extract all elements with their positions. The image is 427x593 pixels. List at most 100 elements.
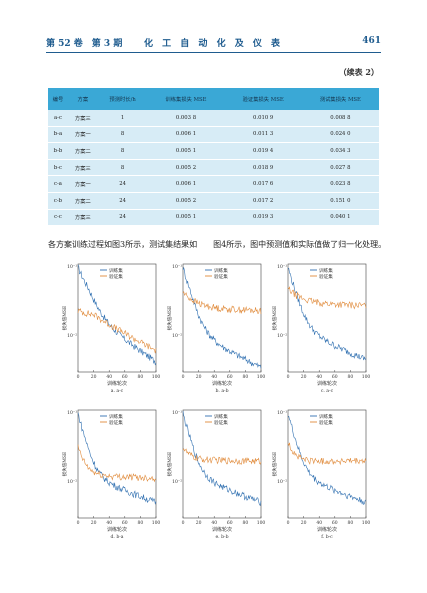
chart-caption: c. a-c: [321, 389, 334, 394]
x-tick-label: 80: [138, 374, 144, 380]
table-cell: 8: [97, 159, 148, 177]
plot-frame: [77, 409, 157, 519]
table-cell: 0.019 3: [224, 209, 302, 227]
table-cell: 0.017 6: [224, 175, 302, 193]
chart-svg: 10⁻¹ 10⁻² 损失值MSE 0 20 40 60 80 100 训练轮次 c. a-c 训练集验…: [271, 263, 370, 394]
x-tick-label: 60: [332, 520, 338, 526]
series-line-train: [287, 267, 367, 361]
y-tick-label-mid: 10⁻²: [277, 479, 287, 485]
x-tick-label: 40: [106, 374, 112, 380]
results-table: 编号 方案 预测时长/h 训练集损失 MSE 验证集损失 MSE 测试集损失 M…: [48, 88, 379, 227]
chart-caption: a. a-c: [111, 389, 124, 394]
table-cell: 0.027 8: [301, 159, 379, 177]
y-tick-label-top: 10⁻¹: [172, 410, 182, 416]
legend-label-train: 训练集: [319, 267, 333, 274]
table-cell: 0.011 3: [224, 126, 302, 144]
x-axis-label: 训练轮次: [317, 526, 337, 533]
table-cell: 0.005 2: [147, 159, 225, 177]
x-tick-label: 0: [287, 520, 290, 526]
x-tick-label: 60: [122, 520, 128, 526]
plot-frame: [287, 263, 367, 373]
series-line-val: [77, 444, 157, 483]
x-tick-label: 20: [196, 520, 202, 526]
x-tick-label: 100: [362, 520, 370, 526]
table-cell: 0.023 8: [301, 175, 379, 193]
x-tick-label: 40: [316, 374, 322, 380]
table-cell: 方案三: [67, 209, 98, 227]
plot-frame: [182, 263, 262, 373]
table-cell: b-b: [48, 142, 68, 160]
x-tick-label: 40: [106, 520, 112, 526]
x-tick-label: 20: [301, 520, 307, 526]
x-tick-label: 0: [77, 374, 80, 380]
table-row: b-a 方案一 8 0.006 1 0.011 3 0.024 0: [48, 126, 379, 144]
table-cell: 0.005 1: [147, 209, 225, 227]
header-rule: [46, 52, 381, 53]
y-tick-label-mid: 10⁻²: [277, 333, 287, 339]
table-cell: a-c: [48, 110, 68, 127]
x-tick-label: 100: [362, 374, 370, 380]
journal-name: 化 工 自 动 化 及 仪 表: [144, 39, 283, 49]
table-row: b-b 方案二 8 0.005 1 0.019 4 0.034 3: [48, 142, 379, 160]
y-tick-label-mid: 10⁻²: [67, 479, 77, 485]
volume-issue: 第 52 卷 第 3 期: [46, 39, 123, 49]
col-header-scheme: 方案: [67, 88, 98, 110]
y-axis-label: 损失值MSE: [166, 452, 173, 476]
legend-label-val: 验证集: [109, 419, 123, 426]
x-tick-label: 80: [348, 374, 354, 380]
chart-caption: e. b-b: [215, 534, 228, 540]
x-tick-label: 60: [122, 374, 128, 380]
table-cell: 24: [97, 209, 148, 227]
legend-label-train: 训练集: [109, 267, 123, 274]
running-header: 第 52 卷 第 3 期 化 工 自 动 化 及 仪 表 461: [46, 36, 381, 52]
table-cell: 方案三: [67, 159, 98, 177]
series-line-train: [77, 412, 157, 505]
x-tick-label: 20: [196, 374, 202, 380]
table-cell: 方案二: [67, 192, 98, 210]
table-cell: 方案一: [67, 175, 98, 193]
y-axis-label: 损失值MSE: [271, 452, 278, 476]
x-axis-label: 训练轮次: [212, 526, 232, 533]
table-cell: 24: [97, 192, 148, 210]
x-tick-label: 40: [211, 374, 217, 380]
plot-frame: [182, 409, 262, 519]
chart-svg: 10⁻¹ 10⁻² 损失值MSE 0 20 40 60 80 100 训练轮次 a. a-c 训练集验…: [61, 263, 160, 394]
chart-caption: d. b-a: [110, 534, 123, 540]
loss-chart-b: 10⁻¹ 10⁻² 损失值MSE 0 20 40 60 80 100 训练轮次 b. a-b 训练集验…: [165, 260, 265, 405]
chart-caption: b. a-b: [215, 388, 228, 394]
table-cell: c-b: [48, 192, 68, 210]
table-body: a-c 方案三 1 0.003 8 0.010 9 0.008 8 b-a 方案一 8 0.006…: [48, 110, 379, 227]
legend-label-val: 验证集: [319, 419, 333, 426]
legend-label-train: 训练集: [214, 267, 228, 274]
table-cell: 0.005 2: [147, 192, 225, 210]
legend-label-val: 验证集: [319, 273, 333, 280]
x-tick-label: 40: [316, 520, 322, 526]
x-tick-label: 60: [227, 374, 233, 380]
y-tick-label-top: 10⁻¹: [172, 264, 182, 270]
x-tick-label: 80: [243, 520, 249, 526]
x-axis-label: 训练轮次: [107, 526, 127, 533]
legend-label-train: 训练集: [319, 413, 333, 420]
loss-chart-a: 10⁻¹ 10⁻² 损失值MSE 0 20 40 60 80 100 训练轮次 a. a-c 训练集验…: [60, 260, 160, 405]
x-tick-label: 0: [287, 374, 290, 380]
table-cell: 0.010 9: [224, 110, 302, 127]
x-tick-label: 60: [227, 520, 233, 526]
table-cell: 0.034 3: [301, 142, 379, 160]
y-tick-label-top: 10⁻¹: [67, 264, 77, 270]
table-cell: 0.024 0: [301, 126, 379, 144]
table-cell: b-a: [48, 126, 68, 144]
chart-caption: f. b-c: [321, 534, 333, 540]
table-cell: 0.040 1: [301, 209, 379, 227]
table-continued-label: （续表 2）: [338, 67, 379, 77]
y-axis-label: 损失值MSE: [61, 452, 68, 476]
table-cell: c-c: [48, 209, 68, 227]
x-tick-label: 40: [211, 520, 217, 526]
table-row: c-c 方案三 24 0.005 1 0.019 3 0.040 1: [48, 209, 379, 227]
x-axis-label: 训练轮次: [317, 380, 337, 387]
table-row: b-c 方案三 8 0.005 2 0.018 9 0.027 8: [48, 159, 379, 177]
series-line-val: [182, 448, 262, 465]
